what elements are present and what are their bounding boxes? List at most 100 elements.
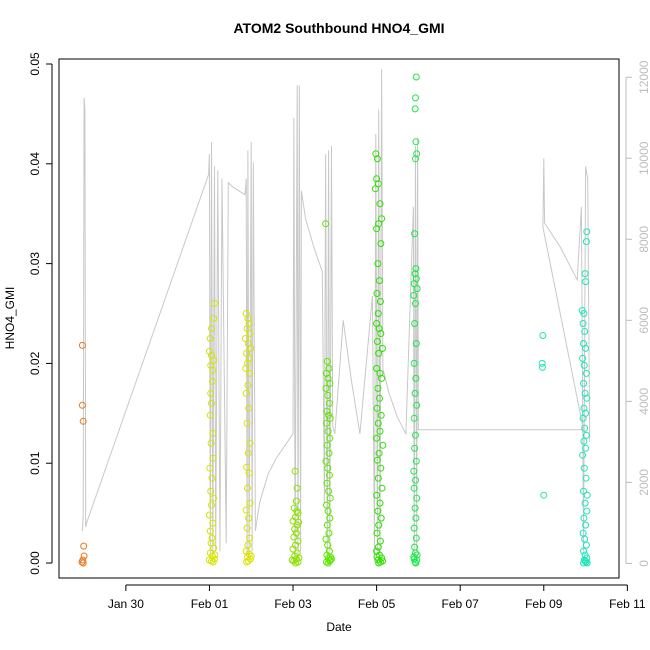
data-point <box>243 325 251 332</box>
data-point <box>413 494 421 502</box>
data-point <box>582 444 590 452</box>
data-point <box>208 325 215 332</box>
data-point <box>288 556 296 564</box>
x-tick-label: Feb 07 <box>442 597 480 611</box>
data-point <box>208 534 216 542</box>
data-point <box>377 330 385 337</box>
data-point <box>373 175 381 183</box>
altitude-line-layer <box>81 69 591 560</box>
axes-layer: Jan 30 Feb 01 Feb 03 Feb 05 Feb 07 Feb 09 Feb … <box>28 52 650 611</box>
data-point <box>581 328 589 335</box>
data-point <box>410 484 418 492</box>
data-point <box>583 559 591 567</box>
data-point <box>583 394 591 402</box>
data-point <box>326 514 334 522</box>
data-point <box>376 277 383 285</box>
x-tick-label: Jan 30 <box>108 597 144 611</box>
data-point <box>378 374 386 382</box>
data-point <box>376 537 384 545</box>
data-point <box>411 504 419 512</box>
y-tick-label: 0.03 <box>28 252 42 276</box>
y-tick-label: 0.05 <box>28 52 42 76</box>
y-tick-label: 0.02 <box>28 351 42 375</box>
data-point <box>373 529 381 537</box>
data-point <box>209 366 217 374</box>
data-point <box>379 344 386 352</box>
data-point <box>582 474 590 482</box>
data-point <box>205 347 213 355</box>
x-tick-label: Feb 09 <box>525 597 563 611</box>
data-point <box>324 427 332 435</box>
data-point <box>207 389 215 397</box>
data-point <box>291 525 299 533</box>
data-point <box>211 551 219 559</box>
data-point <box>374 310 382 317</box>
data-point <box>244 541 252 549</box>
data-point <box>376 200 384 208</box>
data-point <box>580 437 588 445</box>
data-point <box>323 369 330 377</box>
data-point <box>582 238 590 246</box>
data-point <box>290 557 298 565</box>
data-point <box>579 320 587 327</box>
data-point <box>206 464 214 472</box>
data-point <box>295 554 303 562</box>
data-point <box>323 479 331 487</box>
data-point <box>372 150 380 158</box>
data-point <box>243 558 251 566</box>
data-point <box>290 533 298 541</box>
data-point <box>246 369 254 377</box>
data-point <box>244 484 251 492</box>
data-point <box>538 359 546 367</box>
data-point <box>377 514 385 522</box>
data-point <box>322 457 330 465</box>
data-point <box>373 225 381 233</box>
y-tick-label: 0.04 <box>28 152 42 176</box>
y-axis-label: HNO4_GMI <box>3 287 17 350</box>
data-point <box>412 155 419 163</box>
data-point <box>325 449 333 457</box>
y2-tick-label: 12000 <box>637 60 650 94</box>
altitude-line <box>81 69 591 560</box>
data-points-layer <box>78 73 591 567</box>
data-point <box>374 543 382 551</box>
data-point <box>374 419 382 427</box>
y2-tick-label: 2000 <box>637 469 650 496</box>
data-point <box>209 429 217 437</box>
data-point <box>208 474 216 482</box>
data-point <box>413 150 421 158</box>
data-point <box>211 300 218 307</box>
data-point <box>326 434 334 442</box>
x-tick-label: Feb 05 <box>358 597 396 611</box>
y-tick-label: 0.00 <box>28 551 42 575</box>
data-point <box>413 551 421 559</box>
y2-tick-label: 10000 <box>637 141 650 175</box>
data-point <box>210 315 218 322</box>
data-point <box>413 285 421 293</box>
data-point <box>325 529 333 537</box>
data-point <box>412 534 420 542</box>
data-point <box>322 220 330 228</box>
data-point <box>580 487 587 495</box>
data-point <box>374 474 382 482</box>
data-point <box>291 467 299 475</box>
data-point <box>412 559 420 567</box>
data-point <box>242 310 250 317</box>
data-point <box>411 389 419 397</box>
y2-tick-label: 0 <box>637 560 650 567</box>
data-point <box>379 557 386 565</box>
data-point <box>377 464 385 472</box>
data-point <box>412 514 420 522</box>
data-point <box>580 404 588 412</box>
data-point <box>243 524 251 532</box>
data-point <box>325 399 333 407</box>
data-point <box>376 394 383 402</box>
x-tick-label: Feb 01 <box>191 597 229 611</box>
data-point <box>583 491 591 499</box>
data-point <box>245 354 253 362</box>
data-point <box>327 553 335 561</box>
data-point <box>410 524 418 532</box>
data-point <box>80 552 88 560</box>
data-point <box>412 73 420 81</box>
data-point <box>377 411 385 419</box>
